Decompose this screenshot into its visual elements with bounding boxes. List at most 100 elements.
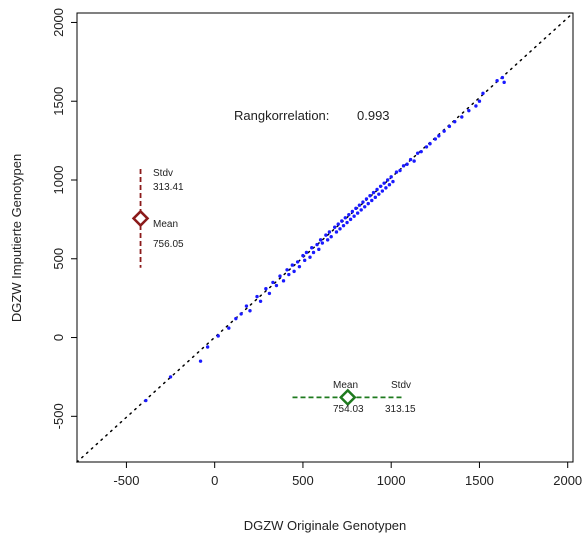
correlation-label: Rangkorrelation: [234,108,329,123]
data-point [274,283,279,288]
data-point [357,203,362,207]
data-point [447,124,452,129]
data-point [287,272,291,277]
data-point [391,179,395,184]
data-point [389,175,393,179]
x-tick-label: 0 [211,473,218,488]
data-point [338,227,342,231]
data-point [474,104,478,108]
data-point [216,334,220,338]
x-mean-value: 754.03 [333,404,364,415]
data-point [304,250,309,255]
data-point [401,164,406,168]
data-point [271,280,275,285]
data-point [340,219,344,223]
data-point [255,294,259,299]
x-tick-label: -500 [113,473,139,488]
data-point [500,75,505,80]
data-point [244,304,249,308]
reference-line [76,12,574,463]
data-point [315,242,319,247]
data-point [347,212,351,217]
data-point [301,253,305,258]
data-point [368,194,372,198]
data-point [278,274,282,278]
data-point [227,326,231,330]
plot-frame [76,12,574,463]
y-mean-value: 756.05 [153,239,184,250]
data-point [412,159,416,163]
y-tick-label: 1000 [51,166,66,195]
data-point [234,316,238,321]
x-stdv-label: Stdv [391,380,411,391]
data-point [366,201,370,206]
data-point [359,208,363,212]
x-tick-label: 500 [292,473,314,488]
data-point [341,223,346,228]
data-point [415,151,420,155]
data-point [168,375,173,379]
data-point [303,258,307,263]
data-point [453,120,457,124]
data-point [481,91,485,96]
x-tick-label: 2000 [553,473,582,488]
data-point [437,134,441,138]
data-point [329,235,333,239]
y-tick-label: 0 [51,334,66,341]
data-point [408,157,413,162]
data-point [295,260,300,264]
data-point [398,168,402,173]
y-mean-diamond-marker [131,209,150,228]
data-point [375,187,379,192]
data-point [345,220,349,225]
data-point [405,162,409,166]
data-point [248,309,252,313]
data-point [384,186,388,190]
data-point [281,279,286,283]
y-tick-label: 1500 [51,87,66,116]
data-point [258,299,263,304]
x-axis-title: DGZW Originale Genotypen [244,518,407,533]
correlation-value: 0.993 [357,108,390,123]
data-point [352,214,356,218]
data-point [382,181,386,185]
data-point [385,178,390,182]
data-point [333,225,337,229]
data-point [387,183,392,187]
data-point [311,250,316,255]
data-point [324,233,328,237]
data-point [495,79,499,83]
data-point [433,137,438,141]
data-point [144,398,148,403]
data-point [336,222,340,226]
data-point [325,238,330,242]
y-mean-label: Mean [153,219,178,230]
data-point [327,230,332,234]
data-point [428,142,432,146]
data-point [267,291,272,296]
x-tick-label: 1500 [465,473,494,488]
data-point [354,206,358,211]
data-point [355,211,360,215]
data-point [310,246,314,250]
data-point [477,99,482,103]
data-point [320,241,325,245]
data-point [285,268,289,272]
x-mean-diamond-marker [339,388,357,407]
data-point [198,359,203,363]
data-point [467,108,471,113]
y-stdv-value: 313.41 [153,182,184,193]
y-tick-label: -500 [51,403,66,429]
data-point [292,269,296,274]
data-point [264,287,268,291]
data-point [378,184,383,188]
data-point [424,145,429,149]
data-point [394,170,399,174]
x-tick-label: 1000 [377,473,406,488]
data-point [502,80,506,85]
y-tick-label: 2000 [51,8,66,37]
y-tick-label: 500 [51,248,66,270]
data-point [343,216,347,220]
data-point [460,115,464,119]
